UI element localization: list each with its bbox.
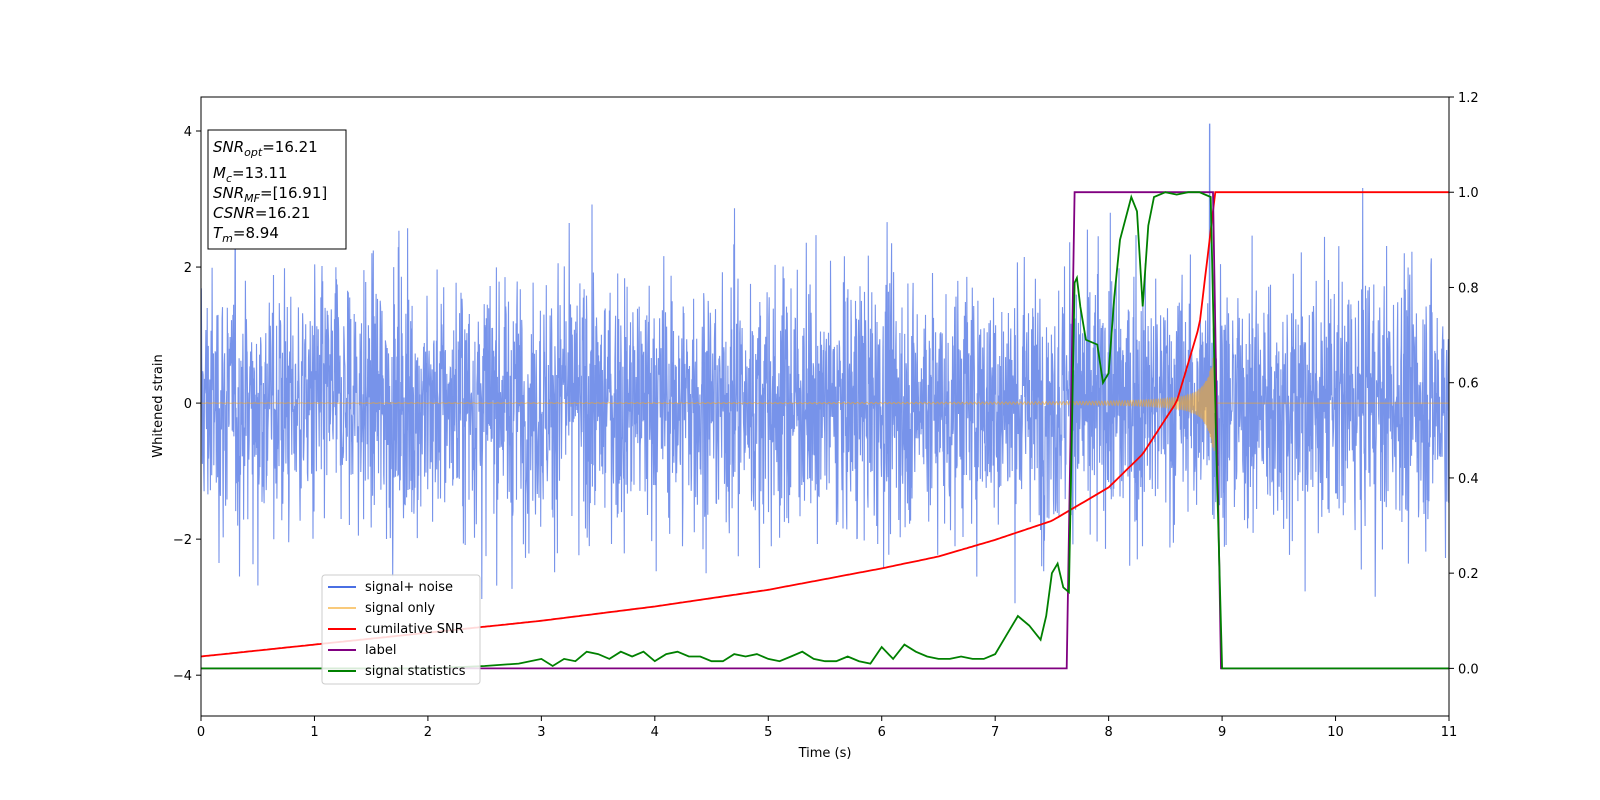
legend-item-signal-only: signal only xyxy=(328,601,435,616)
legend-item-signal-noise: signal+ noise xyxy=(328,580,453,595)
x-tick-label: 0 xyxy=(197,725,205,740)
legend: signal+ noise signal only cumilative SNR… xyxy=(321,574,481,685)
csnr-base: CSNR xyxy=(213,204,255,222)
snr-opt-base: SNR xyxy=(213,138,244,156)
y-right-tick-label: 0.0 xyxy=(1458,662,1479,677)
y-left-tick-label: −2 xyxy=(173,533,192,548)
snr-opt-text: SNRopt=16.21 xyxy=(213,138,318,159)
y-axis-left: 4 2 0 −2 −4 xyxy=(173,125,201,684)
y-axis-label: Whitened strain xyxy=(151,354,166,457)
x-tick-label: 11 xyxy=(1441,725,1458,740)
legend-label-signal-only: signal only xyxy=(365,601,435,616)
csnr-value: =16.21 xyxy=(255,204,311,222)
x-axis-label: Time (s) xyxy=(798,746,852,761)
legend-item-cumulative-snr: cumilative SNR xyxy=(328,622,464,637)
annotation-frame xyxy=(207,129,347,250)
legend-label-cumulative-snr: cumilative SNR xyxy=(365,622,464,637)
x-tick-label: 6 xyxy=(878,725,886,740)
series-line-signal-statistics xyxy=(201,191,1449,670)
y-left-tick-label: 4 xyxy=(184,125,192,140)
legend-item-label: label xyxy=(328,643,396,658)
legend-label-signal-noise: signal+ noise xyxy=(365,580,453,595)
legend-item-signal-statistics: signal statistics xyxy=(328,664,466,679)
x-tick-label: 2 xyxy=(424,725,432,740)
csnr-text: CSNR=16.21 xyxy=(213,204,310,222)
x-tick-label: 1 xyxy=(310,725,318,740)
y-right-tick-label: 0.2 xyxy=(1458,567,1479,582)
legend-frame xyxy=(321,574,481,685)
y-right-tick-label: 0.8 xyxy=(1458,281,1479,296)
x-axis: 0 1 2 3 4 5 6 7 8 9 10 11 xyxy=(197,716,1457,740)
mc-text: Mc=13.11 xyxy=(213,164,288,185)
series-line-signal-noise xyxy=(201,123,1449,604)
y-right-tick-label: 1.2 xyxy=(1458,91,1479,106)
snr-mf-base: SNR xyxy=(213,184,244,202)
snr-opt-sub: opt xyxy=(244,146,263,159)
x-tick-label: 7 xyxy=(991,725,999,740)
x-tick-label: 9 xyxy=(1218,725,1226,740)
snr-mf-value: =[16.91] xyxy=(260,184,327,202)
tm-value: =8.94 xyxy=(233,224,279,242)
plot-frame xyxy=(200,96,1450,717)
y-right-tick-label: 1.0 xyxy=(1458,186,1479,201)
annotation-box: SNRopt=16.21 Mc=13.11 SNRMF=[16.91] CSNR… xyxy=(207,129,347,250)
snr-opt-value: =16.21 xyxy=(262,138,318,156)
series-line-signal-only xyxy=(201,357,1449,452)
x-tick-label: 5 xyxy=(764,725,772,740)
x-tick-label: 3 xyxy=(537,725,545,740)
legend-label-label: label xyxy=(365,643,396,658)
x-tick-label: 10 xyxy=(1327,725,1344,740)
mc-value: =13.11 xyxy=(232,164,288,182)
y-axis-right: 1.2 1.0 0.8 0.6 0.4 0.2 0.0 xyxy=(1449,91,1479,677)
y-left-tick-label: 0 xyxy=(184,397,192,412)
y-left-tick-label: −4 xyxy=(173,669,192,684)
snr-mf-sub: MF xyxy=(244,192,260,205)
y-left-tick-label: 2 xyxy=(184,261,192,276)
mc-sub: c xyxy=(226,172,232,185)
mc-base: M xyxy=(213,164,226,182)
legend-label-signal-statistics: signal statistics xyxy=(365,664,466,679)
tm-base: T xyxy=(213,224,224,242)
x-tick-label: 8 xyxy=(1104,725,1112,740)
tm-text: Tm=8.94 xyxy=(213,224,279,245)
x-tick-label: 4 xyxy=(651,725,659,740)
y-right-tick-label: 0.4 xyxy=(1458,472,1479,487)
y-right-tick-label: 0.6 xyxy=(1458,377,1479,392)
snr-mf-text: SNRMF=[16.91] xyxy=(213,184,327,205)
tm-sub: m xyxy=(222,232,233,245)
